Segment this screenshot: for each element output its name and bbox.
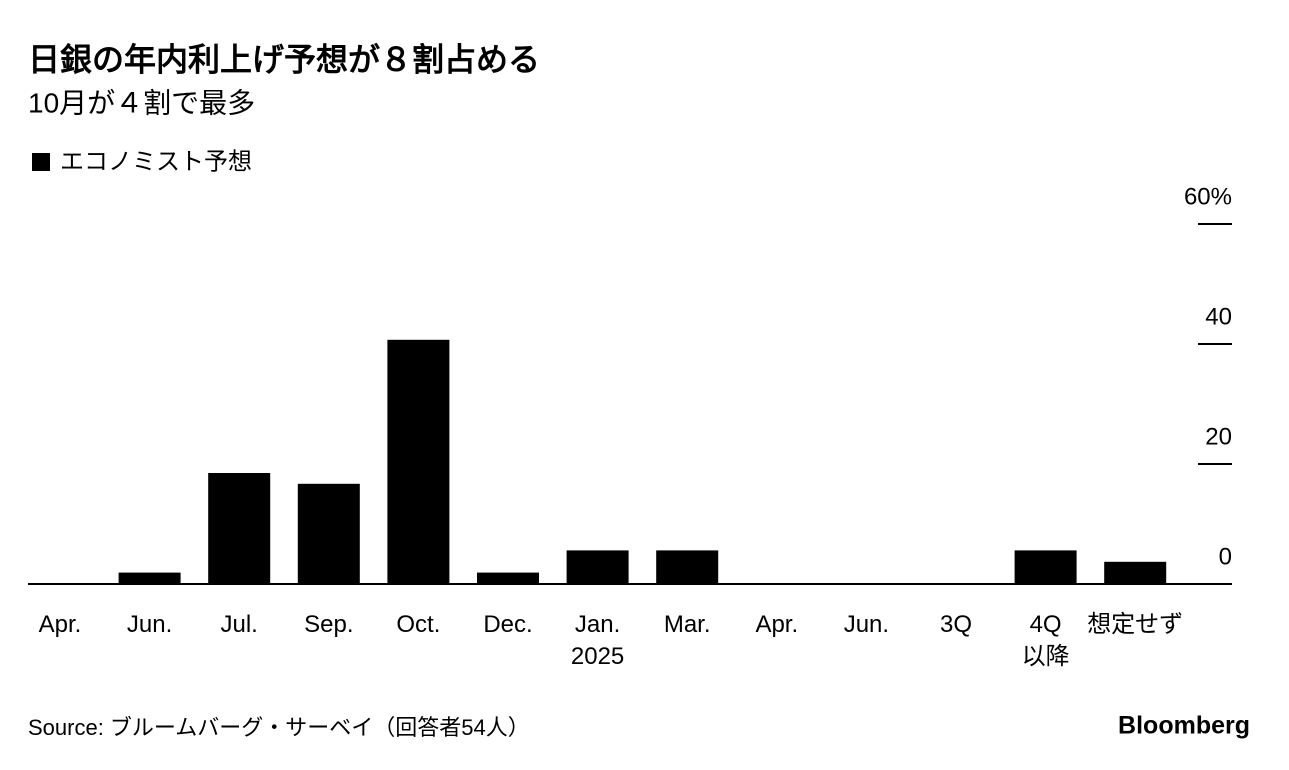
x-tick-label: Jul. — [220, 611, 258, 638]
x-tick-label: Jan. 2025 — [570, 611, 625, 670]
x-tick-label: Mar. — [663, 611, 711, 638]
x-tick-label: 3Q — [939, 611, 972, 638]
bar — [477, 572, 539, 584]
bar — [118, 572, 181, 584]
bar — [208, 473, 271, 584]
x-tick-label: Jun. — [126, 611, 173, 638]
x-tick-label: Sep. — [304, 611, 354, 638]
logo: Bloomberg — [1118, 712, 1250, 740]
legend-label: エコノミスト予想 — [60, 148, 252, 175]
chart-title: 日銀の年内利上げ予想が８割占める — [28, 41, 540, 77]
y-tick-label: 60% — [1184, 183, 1232, 210]
legend-swatch — [32, 153, 50, 171]
x-tick-label: Dec. — [483, 611, 533, 638]
chart-subtitle: 10月が４割で最多 — [28, 87, 255, 118]
x-tick-label: 4Q 以降 — [1021, 611, 1070, 670]
x-tick-label: Oct. — [396, 611, 441, 638]
y-tick-label: 20 — [1205, 423, 1232, 450]
bar — [566, 550, 629, 584]
y-tick-label: 40 — [1205, 303, 1232, 330]
x-tick-label: 想定せず — [1087, 611, 1184, 638]
bar — [387, 339, 450, 584]
x-tick-label: Apr. — [755, 611, 799, 638]
y-tick-label: 0 — [1219, 543, 1232, 570]
x-tick-label: Jun. — [843, 611, 890, 638]
bar — [656, 550, 719, 584]
bar — [1014, 550, 1077, 584]
bar — [297, 483, 360, 584]
bar — [1104, 561, 1167, 584]
source: Source: ブルームバーグ・サーベイ（回答者54人） — [28, 715, 530, 740]
x-tick-label: Apr. — [38, 611, 82, 638]
